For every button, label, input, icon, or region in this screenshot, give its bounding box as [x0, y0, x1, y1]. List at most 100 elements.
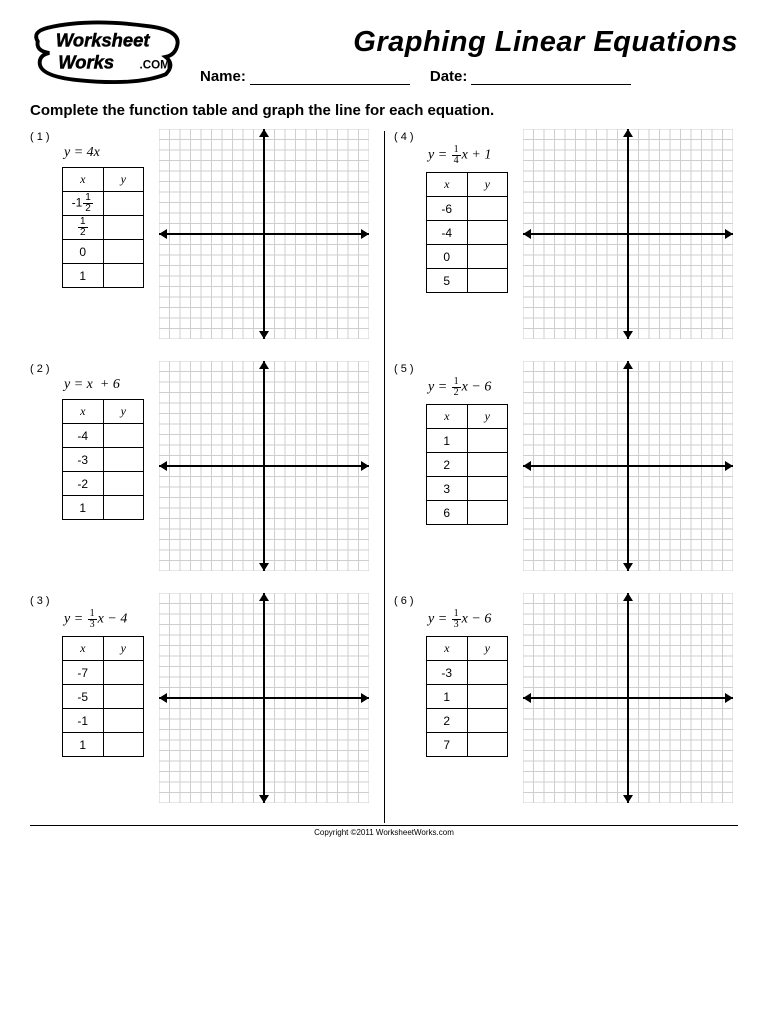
x-header: x: [427, 637, 468, 661]
right-column: ( 4 ) y = 14x + 1 xy -6-405 ( 5 ) y = 12…: [384, 129, 738, 825]
y-header: y: [467, 637, 508, 661]
equation: y = 13x − 6: [428, 609, 510, 630]
y-cell[interactable]: [467, 685, 508, 709]
x-cell: 12: [63, 216, 104, 240]
title-block: Graphing Linear Equations Name: Date:: [200, 20, 738, 85]
x-cell: -1: [63, 709, 104, 733]
y-cell[interactable]: [103, 709, 144, 733]
x-cell: 5: [427, 269, 468, 293]
y-cell[interactable]: [103, 472, 144, 496]
x-cell: -4: [427, 221, 468, 245]
problem: ( 5 ) y = 12x − 6 xy 1236: [394, 361, 738, 571]
x-cell: 1: [427, 685, 468, 709]
y-cell[interactable]: [103, 216, 144, 240]
y-cell[interactable]: [467, 709, 508, 733]
x-cell: -6: [427, 197, 468, 221]
svg-text:Works: Works: [58, 52, 114, 73]
coordinate-grid[interactable]: [154, 361, 374, 571]
x-header: x: [427, 173, 468, 197]
column-divider: [384, 131, 385, 823]
y-cell[interactable]: [467, 245, 508, 269]
y-cell[interactable]: [103, 448, 144, 472]
x-cell: 6: [427, 501, 468, 525]
date-blank[interactable]: [471, 67, 631, 85]
y-cell[interactable]: [103, 496, 144, 520]
coordinate-grid[interactable]: [154, 129, 374, 339]
copyright: Copyright ©2011 WorksheetWorks.com: [314, 828, 454, 837]
y-cell[interactable]: [103, 733, 144, 757]
y-cell[interactable]: [467, 501, 508, 525]
problem-left: y = 4x xy -1121201: [62, 129, 146, 339]
equation: y = x + 6: [64, 377, 146, 393]
page-title: Graphing Linear Equations: [200, 26, 738, 59]
svg-text:Worksheet: Worksheet: [56, 29, 151, 50]
x-cell: 1: [427, 429, 468, 453]
y-header: y: [467, 173, 508, 197]
y-header: y: [103, 168, 144, 192]
y-cell[interactable]: [103, 685, 144, 709]
y-cell[interactable]: [103, 192, 144, 216]
x-header: x: [63, 400, 104, 424]
problem-number: ( 1 ): [30, 129, 54, 339]
footer: Copyright ©2011 WorksheetWorks.com: [30, 825, 738, 837]
problem: ( 3 ) y = 13x − 4 xy -7-5-11: [30, 593, 374, 803]
function-table: xy -4-3-21: [62, 399, 144, 520]
problem-left: y = x + 6 xy -4-3-21: [62, 361, 146, 571]
equation: y = 4x: [64, 145, 146, 161]
date-label: Date:: [430, 68, 468, 85]
x-cell: 0: [427, 245, 468, 269]
y-cell[interactable]: [103, 240, 144, 264]
y-cell[interactable]: [467, 453, 508, 477]
coordinate-grid[interactable]: [154, 593, 374, 803]
coordinate-grid[interactable]: [518, 129, 738, 339]
y-header: y: [467, 405, 508, 429]
equation: y = 14x + 1: [428, 145, 510, 166]
coordinate-grid[interactable]: [518, 361, 738, 571]
name-label: Name:: [200, 68, 246, 85]
header: Worksheet Works .COM Graphing Linear Equ…: [30, 20, 738, 88]
y-cell[interactable]: [103, 661, 144, 685]
problem-number: ( 4 ): [394, 129, 418, 339]
y-header: y: [103, 637, 144, 661]
function-table: xy -6-405: [426, 172, 508, 293]
problem: ( 2 ) y = x + 6 xy -4-3-21: [30, 361, 374, 571]
x-header: x: [427, 405, 468, 429]
x-cell: -3: [427, 661, 468, 685]
problem-number: ( 6 ): [394, 593, 418, 803]
name-blank[interactable]: [250, 67, 410, 85]
date-field: Date:: [430, 67, 632, 85]
x-header: x: [63, 637, 104, 661]
y-cell[interactable]: [467, 429, 508, 453]
problem: ( 4 ) y = 14x + 1 xy -6-405: [394, 129, 738, 339]
instruction: Complete the function table and graph th…: [30, 102, 738, 119]
function-table: xy -3127: [426, 636, 508, 757]
y-cell[interactable]: [467, 221, 508, 245]
problem-left: y = 14x + 1 xy -6-405: [426, 129, 510, 339]
problem-number: ( 3 ): [30, 593, 54, 803]
equation: y = 13x − 4: [64, 609, 146, 630]
logo: Worksheet Works .COM: [30, 20, 185, 88]
function-table: xy -7-5-11: [62, 636, 144, 757]
x-cell: -5: [63, 685, 104, 709]
coordinate-grid[interactable]: [518, 593, 738, 803]
y-cell[interactable]: [103, 264, 144, 288]
x-cell: 2: [427, 453, 468, 477]
worksheet-page: Worksheet Works .COM Graphing Linear Equ…: [0, 0, 768, 847]
x-cell: -112: [63, 192, 104, 216]
problem-number: ( 2 ): [30, 361, 54, 571]
y-cell[interactable]: [467, 733, 508, 757]
y-cell[interactable]: [467, 477, 508, 501]
function-table: xy 1236: [426, 404, 508, 525]
name-date-line: Name: Date:: [200, 67, 738, 85]
x-cell: -7: [63, 661, 104, 685]
y-cell[interactable]: [467, 661, 508, 685]
x-cell: 0: [63, 240, 104, 264]
problem-left: y = 12x − 6 xy 1236: [426, 361, 510, 571]
y-cell[interactable]: [103, 424, 144, 448]
x-cell: -4: [63, 424, 104, 448]
y-cell[interactable]: [467, 197, 508, 221]
y-cell[interactable]: [467, 269, 508, 293]
x-cell: 7: [427, 733, 468, 757]
problem: ( 1 ) y = 4x xy -1121201: [30, 129, 374, 339]
x-cell: 1: [63, 496, 104, 520]
